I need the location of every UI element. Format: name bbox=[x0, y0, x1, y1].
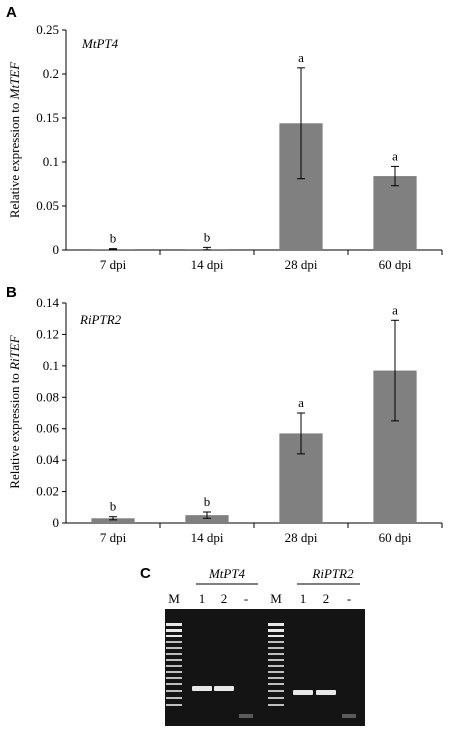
gel-lane-label: 1 bbox=[300, 591, 307, 606]
gel-ladder-band bbox=[166, 647, 182, 649]
panel-b-y-tick-label: 0.14 bbox=[36, 295, 59, 310]
panel-b-y-tick-label: 0.08 bbox=[36, 389, 59, 404]
panel-b-significance-letter: b bbox=[204, 494, 211, 509]
panel-b-x-tick-label: 7 dpi bbox=[100, 530, 127, 545]
panel-a-y-tick-label: 0.2 bbox=[43, 66, 59, 81]
panel-b-bar bbox=[185, 515, 229, 523]
panel-b-y-tick-label: 0 bbox=[53, 515, 60, 530]
panel-b-significance-letter: a bbox=[298, 395, 304, 410]
gel-lane-label: M bbox=[270, 591, 282, 606]
panel-b-y-tick-label: 0.1 bbox=[43, 358, 59, 373]
gel-ladder-band bbox=[166, 653, 182, 655]
panel-b-significance-letter: b bbox=[110, 499, 117, 514]
gel-lane-label: - bbox=[347, 591, 351, 606]
gel-ladder-band bbox=[166, 683, 182, 685]
panel-b-significance-letter: a bbox=[392, 302, 398, 317]
panel-b-series-name: RiPTR2 bbox=[79, 312, 122, 327]
gel-ladder-band bbox=[268, 704, 284, 706]
panel-b-y-tick-label: 0.02 bbox=[36, 484, 59, 499]
gel-bands bbox=[166, 623, 356, 718]
panel-b-chart: B RiPTR2 Relative expression to RiTEF 00… bbox=[6, 284, 443, 545]
panel-b-letter: B bbox=[6, 284, 17, 301]
gel-ladder-band bbox=[166, 690, 182, 692]
gel-product-band bbox=[316, 690, 336, 695]
gel-lane-label: 1 bbox=[199, 591, 206, 606]
panel-a-y-axis-label: Relative expression to MtTEF bbox=[7, 61, 22, 218]
gel-ladder-band bbox=[268, 635, 284, 637]
gel-group1-name: MtPT4 bbox=[208, 566, 246, 581]
gel-product-band bbox=[214, 686, 234, 691]
gel-ladder-band bbox=[268, 659, 284, 661]
panel-a-y-tick-label: 0.15 bbox=[36, 110, 59, 125]
gel-primer-dimer bbox=[342, 714, 356, 718]
panel-a-letter: A bbox=[6, 4, 17, 21]
gel-primer-dimer bbox=[239, 714, 253, 718]
gel-ladder-band bbox=[268, 683, 284, 685]
gel-ladder-band bbox=[166, 697, 182, 699]
gel-ladder-band bbox=[166, 665, 182, 667]
gel-ladder-band bbox=[268, 671, 284, 673]
gel-ladder-band bbox=[166, 629, 182, 632]
panel-a-y-tick-label: 0 bbox=[53, 242, 60, 257]
gel-ladder-band bbox=[268, 647, 284, 649]
gel-ladder-band bbox=[166, 677, 182, 679]
panel-b-x-tick-label: 14 dpi bbox=[191, 530, 224, 545]
panel-a-y-tick-label: 0.05 bbox=[36, 198, 59, 213]
gel-ladder-band bbox=[166, 635, 182, 637]
panel-b-y-tick-label: 0.04 bbox=[36, 452, 59, 467]
gel-ladder-band bbox=[268, 623, 284, 626]
panel-b-x-tick-label: 60 dpi bbox=[379, 530, 412, 545]
gel-ladder-band bbox=[268, 665, 284, 667]
panel-b-x-tick-label: 28 dpi bbox=[285, 530, 318, 545]
panel-b-y-tick-label: 0.06 bbox=[36, 421, 59, 436]
panel-a-chart: A MtPT4 Relative expression to MtTEF 0 0.… bbox=[6, 4, 443, 272]
gel-ladder-band bbox=[268, 677, 284, 679]
panel-b-y-tick-label: 0.12 bbox=[36, 326, 59, 341]
panel-b-y-axis-label: Relative expression to RiTEF bbox=[7, 334, 22, 489]
panel-a-x-tick-label: 60 dpi bbox=[379, 257, 412, 272]
gel-lane-label: M bbox=[168, 591, 180, 606]
gel-ladder-band bbox=[268, 690, 284, 692]
gel-lane-label: 2 bbox=[323, 591, 330, 606]
gel-ladder-band bbox=[166, 704, 182, 706]
panel-a-bar bbox=[373, 176, 417, 250]
gel-product-band bbox=[192, 686, 212, 691]
gel-ladder-band bbox=[166, 671, 182, 673]
panel-a-significance-letter: a bbox=[392, 148, 398, 163]
gel-image bbox=[165, 609, 365, 726]
gel-group2-name: RiPTR2 bbox=[311, 566, 354, 581]
gel-ladder-band bbox=[166, 623, 182, 626]
gel-lane-label: 2 bbox=[221, 591, 228, 606]
gel-ladder-band bbox=[268, 697, 284, 699]
panel-a-x-tick-label: 28 dpi bbox=[285, 257, 318, 272]
gel-ladder-band bbox=[166, 641, 182, 643]
gel-lane-label: - bbox=[244, 591, 248, 606]
panel-a-x-tick-label: 7 dpi bbox=[100, 257, 127, 272]
gel-ladder-band bbox=[268, 629, 284, 632]
panel-a-y-tick-label: 0.25 bbox=[36, 22, 59, 37]
panel-a-series-name: MtPT4 bbox=[81, 36, 119, 51]
panel-a-y-tick-label: 0.1 bbox=[43, 154, 59, 169]
gel-ladder-band bbox=[268, 653, 284, 655]
panel-a-significance-letter: b bbox=[110, 231, 117, 246]
panel-b-plot-area: 0 0.02 0.04 0.06 0.08 0.1 0.12 0.14 b 7 dpi b 14 dp… bbox=[36, 295, 443, 545]
gel-ladder-band bbox=[166, 659, 182, 661]
panel-c-letter: C bbox=[140, 565, 151, 582]
panel-b-bar bbox=[91, 518, 135, 523]
panel-a-significance-letter: b bbox=[204, 229, 211, 244]
panel-a-plot-area: 0 0.05 0.1 0.15 0.2 0.25 b 7 dpi b 14 dpi a 28 dpi a… bbox=[36, 22, 443, 272]
panel-a-x-tick-label: 14 dpi bbox=[191, 257, 224, 272]
gel-ladder-band bbox=[268, 641, 284, 643]
panel-a-significance-letter: a bbox=[298, 50, 304, 65]
gel-product-band bbox=[293, 690, 313, 695]
